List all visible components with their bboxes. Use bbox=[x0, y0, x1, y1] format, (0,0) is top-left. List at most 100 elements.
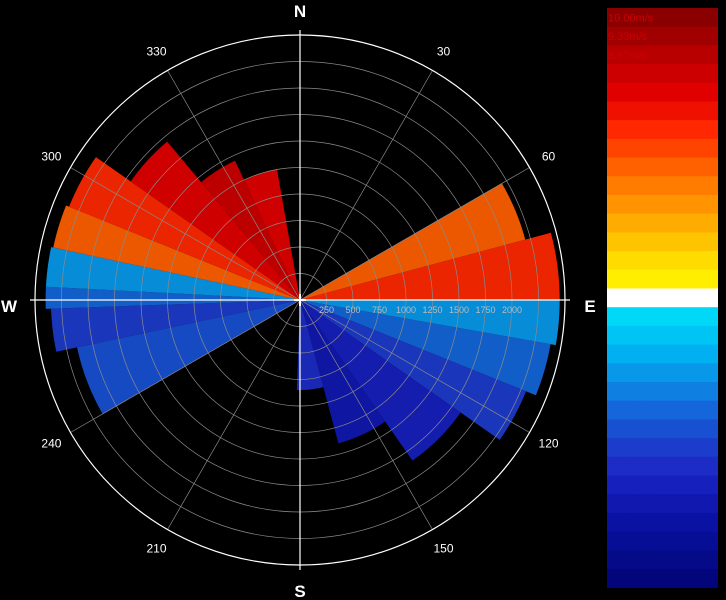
legend-label-7: 5.33m/s bbox=[608, 143, 648, 155]
azimuth-label-210: 210 bbox=[146, 542, 166, 556]
spoke-30 bbox=[299, 70, 433, 301]
legend-swatch-28 bbox=[607, 531, 718, 551]
spoke-60 bbox=[299, 167, 530, 301]
velocity-color-scale: 10.00m/s 9.33m/s 8.67m/s 8.00m/s 7.33m/s 6.67… bbox=[607, 8, 718, 589]
legend-swatch-7 bbox=[607, 138, 718, 158]
legend-label-21: -4.00m/s bbox=[608, 405, 651, 417]
legend-swatch-3 bbox=[607, 64, 718, 84]
echo-sector-11 bbox=[300, 300, 560, 346]
legend-label-1: 9.33m/s bbox=[608, 31, 648, 43]
range-label-500: 500 bbox=[345, 305, 360, 315]
legend-label-26: -7.33m/s bbox=[608, 499, 651, 511]
legend-swatch-9 bbox=[607, 176, 718, 196]
legend-label-13: 1.33m/s bbox=[608, 256, 648, 268]
legend-label-17: -1.33m/s bbox=[608, 330, 651, 342]
legend-label-8: 4.67m/s bbox=[608, 162, 648, 174]
legend-swatch-30 bbox=[607, 569, 718, 589]
spoke-330 bbox=[167, 70, 301, 301]
echo-sector-7 bbox=[201, 160, 300, 300]
legend-label-30: -10.00m/s bbox=[608, 574, 657, 586]
echo-sector-10 bbox=[300, 232, 560, 300]
legend-label-5: 6.67m/s bbox=[608, 106, 648, 118]
legend-swatch-0 bbox=[607, 8, 718, 28]
radar-ppi-plot: 250 500 750 1000 1250 1500 1750 2000 30 60 120 150… bbox=[0, 2, 596, 600]
legend-swatch-10 bbox=[607, 195, 718, 215]
echo-sector-3 bbox=[45, 247, 301, 300]
legend-swatch-29 bbox=[607, 550, 718, 570]
legend-label-2: 8.67m/s bbox=[608, 50, 648, 62]
spoke-210 bbox=[167, 299, 301, 530]
legend-label-24: -6.00m/s bbox=[608, 461, 651, 473]
legend-labels: 10.00m/s 9.33m/s 8.67m/s 8.00m/s 7.33m/s 6.67… bbox=[608, 13, 657, 586]
legend-swatch-8 bbox=[607, 157, 718, 177]
legend-swatch-1 bbox=[607, 26, 718, 46]
spoke-150 bbox=[299, 299, 433, 530]
echo-sector-0 bbox=[77, 300, 300, 414]
legend-label-28: -8.67m/s bbox=[608, 536, 651, 548]
legend-label-25: -6.67m/s bbox=[608, 480, 651, 492]
compass-east: E bbox=[584, 297, 595, 316]
azimuth-label-330: 330 bbox=[146, 44, 166, 58]
range-label-1500: 1500 bbox=[449, 305, 469, 315]
legend-swatch-16 bbox=[607, 307, 718, 327]
legend-swatch-19 bbox=[607, 363, 718, 383]
legend-swatch-20 bbox=[607, 382, 718, 402]
range-labels: 250 500 750 1000 1250 1500 1750 2000 bbox=[319, 305, 522, 315]
legend-swatch-27 bbox=[607, 512, 718, 532]
spoke-300 bbox=[70, 167, 301, 301]
legend-label-9: 4.00m/s bbox=[608, 181, 648, 193]
legend-swatch-23 bbox=[607, 438, 718, 458]
legend-label-11: 2.67m/s bbox=[608, 218, 648, 230]
legend-swatch-17 bbox=[607, 325, 718, 345]
legend-label-15: 0.00m/s bbox=[608, 293, 648, 305]
legend-swatch-4 bbox=[607, 82, 718, 102]
echo-sector-16 bbox=[296, 300, 324, 391]
legend-label-0: 10.00m/s bbox=[608, 13, 654, 25]
azimuth-label-60: 60 bbox=[542, 150, 556, 164]
spoke-120 bbox=[299, 299, 530, 433]
legend-label-23: -5.33m/s bbox=[608, 443, 651, 455]
legend-label-19: -2.67m/s bbox=[608, 368, 651, 380]
legend-label-22: -4.67m/s bbox=[608, 424, 651, 436]
legend-swatch-13 bbox=[607, 251, 718, 271]
legend-swatch-14 bbox=[607, 269, 718, 289]
echo-sector-6 bbox=[130, 141, 300, 300]
echo-sector-2 bbox=[45, 286, 300, 309]
compass-south: S bbox=[294, 582, 305, 600]
echo-sector-4 bbox=[53, 205, 301, 300]
legend-label-18: -2.00m/s bbox=[608, 349, 651, 361]
legend-label-14: 0.67m/s bbox=[608, 274, 648, 286]
legend-label-12: 2.00m/s bbox=[608, 237, 648, 249]
echo-sector-9 bbox=[300, 183, 526, 300]
range-label-1000: 1000 bbox=[396, 305, 416, 315]
azimuth-label-240: 240 bbox=[41, 437, 61, 451]
legend-swatch-25 bbox=[607, 475, 718, 495]
legend-swatch-26 bbox=[607, 494, 718, 514]
legend-label-29: -9.33m/s bbox=[608, 555, 651, 567]
legend-swatch-21 bbox=[607, 400, 718, 420]
legend-label-10: 3.33m/s bbox=[608, 200, 648, 212]
echo-sector-14 bbox=[300, 300, 461, 461]
echo-sector-8 bbox=[244, 169, 300, 300]
legend-swatch-6 bbox=[607, 120, 718, 140]
legend-label-16: -0.67m/s bbox=[608, 312, 651, 324]
echo-sector-5 bbox=[69, 157, 300, 300]
echo-sectors bbox=[45, 141, 560, 461]
range-label-1750: 1750 bbox=[475, 305, 495, 315]
radar-origin-marker bbox=[294, 294, 306, 306]
outer-range-circle bbox=[34, 34, 566, 566]
range-label-2000: 2000 bbox=[502, 305, 522, 315]
echo-sector-13 bbox=[300, 300, 527, 440]
azimuth-label-300: 300 bbox=[41, 150, 61, 164]
legend-label-6: 6.00m/s bbox=[608, 125, 648, 137]
legend-swatch-12 bbox=[607, 232, 718, 252]
legend-swatch-15 bbox=[607, 288, 718, 308]
legend-swatch-18 bbox=[607, 344, 718, 364]
legend-swatch-5 bbox=[607, 101, 718, 121]
spoke-240 bbox=[70, 299, 301, 433]
echo-sector-12 bbox=[300, 300, 551, 396]
legend-swatch-2 bbox=[607, 45, 718, 65]
echo-sector-1 bbox=[51, 300, 300, 352]
legend-swatches bbox=[607, 8, 718, 589]
legend-swatch-11 bbox=[607, 213, 718, 233]
